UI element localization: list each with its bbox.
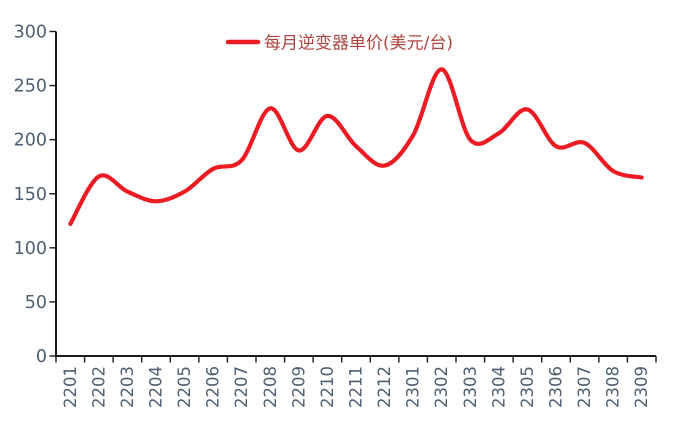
axis-ticks: [49, 30, 657, 363]
y-tick-label: 200: [14, 131, 47, 151]
x-tick-label: 2305: [518, 366, 537, 408]
x-tick-label: 2211: [347, 366, 366, 408]
axes: [55, 31, 656, 357]
x-tick-label: 2306: [547, 366, 566, 408]
x-tick-label: 2208: [261, 366, 280, 408]
y-tick-label: 300: [14, 23, 47, 43]
x-tick-label: 2304: [489, 366, 508, 408]
x-tick-label: 2309: [632, 366, 651, 408]
x-tick-label: 2204: [147, 366, 166, 408]
price-series-line: [68, 67, 644, 227]
x-tick-label: 2308: [604, 366, 623, 408]
x-tick-label: 2307: [575, 366, 594, 408]
x-tick-label: 2301: [404, 366, 423, 408]
x-tick-label: 2202: [89, 366, 108, 408]
x-tick-label: 2209: [289, 366, 308, 408]
series-layer: [68, 67, 644, 227]
legend-label: 每月逆变器单价(美元/台): [264, 34, 453, 54]
x-tick-label: 2210: [318, 366, 337, 408]
x-tick-label: 2201: [61, 366, 80, 408]
y-tick-label: 50: [25, 293, 47, 313]
x-tick-label: 2302: [432, 366, 451, 408]
x-tick-label: 2206: [204, 366, 223, 408]
y-tick-label: 250: [14, 77, 47, 97]
x-tick-label: 2207: [232, 366, 251, 408]
y-tick-label: 0: [36, 347, 47, 367]
y-tick-label: 100: [14, 239, 47, 259]
y-tick-label: 150: [14, 185, 47, 205]
x-tick-label: 2303: [461, 366, 480, 408]
x-tick-label: 2205: [175, 366, 194, 408]
axis-labels: 0 50 100 150 200 250 300 2201 2202 2203 2204 2205 22…: [14, 23, 652, 409]
legend: 每月逆变器单价(美元/台): [225, 34, 453, 54]
x-tick-label: 2203: [118, 366, 137, 408]
x-tick-label: 2212: [375, 366, 394, 408]
